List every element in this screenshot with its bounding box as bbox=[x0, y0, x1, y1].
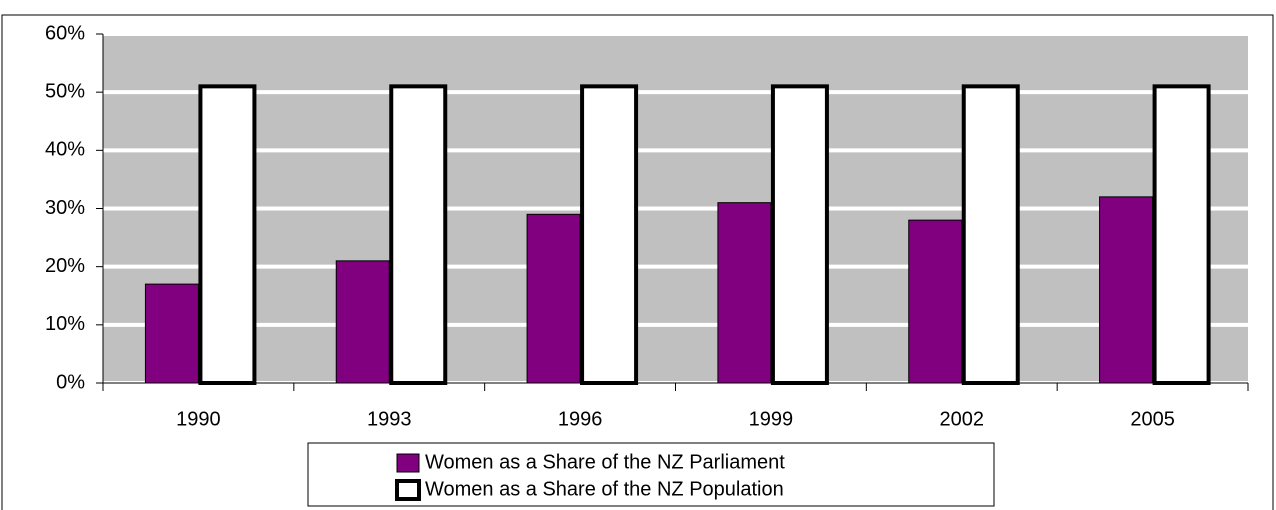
y-tick-label: 40% bbox=[45, 139, 85, 161]
y-tick-label: 50% bbox=[45, 80, 85, 102]
legend-marker bbox=[396, 453, 420, 473]
legend-label: Women as a Share of the NZ Population bbox=[425, 478, 784, 500]
bar bbox=[335, 260, 390, 384]
x-tick-label: 1999 bbox=[749, 408, 794, 430]
x-tick-label: 1993 bbox=[367, 408, 412, 430]
x-tick-label: 2002 bbox=[940, 408, 985, 430]
y-tick-label: 10% bbox=[45, 313, 85, 335]
legend-box bbox=[307, 442, 995, 507]
bar bbox=[961, 84, 1020, 385]
bar bbox=[526, 213, 581, 384]
x-tick-label: 1996 bbox=[558, 408, 603, 430]
y-tick-label: 60% bbox=[45, 22, 85, 44]
bar bbox=[198, 84, 257, 385]
bar bbox=[908, 219, 963, 384]
legend-label: Women as a Share of the NZ Parliament bbox=[425, 451, 785, 473]
y-tick-label: 20% bbox=[45, 255, 85, 277]
x-tick-label: 1990 bbox=[176, 408, 221, 430]
legend-marker bbox=[395, 479, 421, 501]
x-tick-label: 2005 bbox=[1130, 408, 1175, 430]
bar bbox=[717, 202, 772, 384]
y-tick-label: 0% bbox=[56, 371, 85, 393]
y-tick-label: 30% bbox=[45, 197, 85, 219]
bar bbox=[389, 84, 448, 385]
bar bbox=[1099, 196, 1154, 384]
bar bbox=[144, 283, 199, 384]
bar bbox=[770, 84, 829, 385]
bar bbox=[1152, 84, 1211, 385]
bar bbox=[580, 84, 639, 385]
